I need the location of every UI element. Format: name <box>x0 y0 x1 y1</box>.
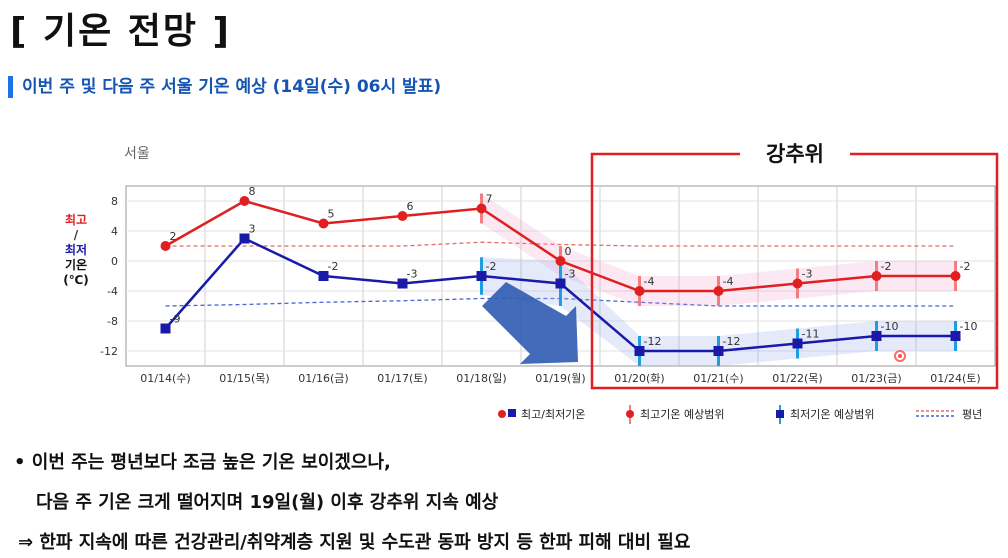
max-temp-point <box>792 278 803 289</box>
min-temp-point <box>397 278 408 289</box>
min-temp-point <box>160 323 171 334</box>
cold-wave-label: 강추위 <box>766 142 824 166</box>
max-temp-point <box>871 271 882 281</box>
x-tick-label: 01/16(금) <box>298 372 348 385</box>
y-axis-label-line: 최고 <box>65 212 87 227</box>
y-tick-label: -4 <box>107 285 118 298</box>
data-label: -4 <box>723 275 734 288</box>
max-temp-point <box>950 271 961 281</box>
max-temp-point <box>555 256 566 266</box>
data-label: -2 <box>881 260 892 273</box>
x-tick-label: 01/15(목) <box>219 372 269 385</box>
x-tick-label: 01/23(금) <box>851 372 901 385</box>
data-label: -2 <box>960 260 971 273</box>
data-label: 5 <box>328 208 335 221</box>
data-label: -10 <box>960 320 978 333</box>
min-temp-point <box>476 271 487 281</box>
x-tick-label: 01/14(수) <box>140 372 190 385</box>
x-tick-label: 01/22(목) <box>772 372 822 385</box>
data-label: -12 <box>644 335 662 348</box>
cold-wave-label-bg <box>740 140 850 166</box>
max-temp-point <box>318 218 329 229</box>
cursor-marker <box>894 350 906 362</box>
data-label: 0 <box>565 245 572 258</box>
data-label: 8 <box>249 185 256 198</box>
max-temp-point <box>476 203 487 214</box>
max-range-band <box>481 193 956 306</box>
data-label: -12 <box>723 335 741 348</box>
x-tick-label: 01/18(일) <box>456 371 506 385</box>
y-tick-label: 8 <box>111 195 118 208</box>
normal-max-line <box>165 241 956 247</box>
min-temp-point <box>555 278 566 289</box>
max-temp-point <box>160 241 171 251</box>
min-temp-point <box>318 271 329 281</box>
legend-max-range-marker <box>626 410 634 418</box>
y-axis-label-line: (℃) <box>63 273 89 287</box>
max-temp-point <box>239 196 250 206</box>
temperature-chart: 8 4 0 -4 -8 -12 01/14(수) 01/15(목) 01/16(금) 01/17(… <box>63 140 999 424</box>
y-tick-label: 0 <box>111 255 118 268</box>
data-label: -3 <box>407 268 418 281</box>
data-label: -2 <box>328 260 339 273</box>
cursor-marker-dot <box>898 354 902 358</box>
region-label: 서울 <box>124 146 150 162</box>
min-temp-point <box>634 346 645 356</box>
legend-min-range-marker <box>776 410 784 418</box>
y-tick-label: -8 <box>107 315 118 328</box>
y-axis-label-line: 최저 <box>65 242 87 257</box>
bullet-line-2: 다음 주 기온 크게 떨어지며 19일(월) 이후 강추위 지속 예상 <box>36 492 499 513</box>
data-label: -2 <box>486 260 497 273</box>
x-tick-label: 01/20(화) <box>614 372 664 385</box>
max-temp-point <box>634 286 645 296</box>
downward-arrow <box>482 282 578 364</box>
y-tick-label: -12 <box>100 345 118 358</box>
legend-label: 최고/최저기온 <box>521 408 585 421</box>
x-tick-label: 01/21(수) <box>693 372 743 385</box>
data-label: -10 <box>881 320 899 333</box>
data-label: 7 <box>486 193 493 206</box>
data-label: -3 <box>802 268 813 281</box>
min-temp-point <box>713 346 724 356</box>
data-label: 3 <box>249 223 256 236</box>
min-temp-point <box>950 331 961 341</box>
data-label: -9 <box>170 313 181 326</box>
data-label: 6 <box>407 200 414 213</box>
y-tick-label: 4 <box>111 225 118 238</box>
section-subtitle: 이번 주 및 다음 주 서울 기온 예상 (14일(수) 06시 발표) <box>8 76 441 98</box>
x-tick-label: 01/24(토) <box>930 372 980 385</box>
legend-min-marker <box>508 409 516 417</box>
data-label: -4 <box>644 275 655 288</box>
data-label: -3 <box>565 268 576 281</box>
max-temp-point <box>713 286 724 296</box>
min-temp-point <box>871 331 882 341</box>
min-temp-point <box>792 338 803 349</box>
page-title: [ 기온 전망 ] <box>10 11 231 52</box>
legend-label: 평년 <box>962 408 982 421</box>
x-tick-label: 01/17(토) <box>377 372 427 385</box>
y-axis-label-line: / <box>74 228 79 242</box>
bullet-line-1: • 이번 주는 평년보다 조금 높은 기온 보이겠으나, <box>14 452 391 473</box>
y-axis-label-line: 기온 <box>65 257 87 272</box>
bullet-line-3: ⇒ 한파 지속에 따른 건강관리/취약계층 지원 및 수도관 동파 방지 등 한… <box>18 532 691 553</box>
legend-label: 최저기온 예상범위 <box>790 408 874 421</box>
x-tick-label: 01/19(월) <box>535 372 585 385</box>
data-label: 2 <box>170 230 177 243</box>
min-temp-point <box>239 233 250 244</box>
max-temp-point <box>397 211 408 221</box>
legend-label: 최고기온 예상범위 <box>640 408 724 421</box>
legend-max-marker <box>498 410 506 418</box>
data-label: -11 <box>802 328 820 341</box>
